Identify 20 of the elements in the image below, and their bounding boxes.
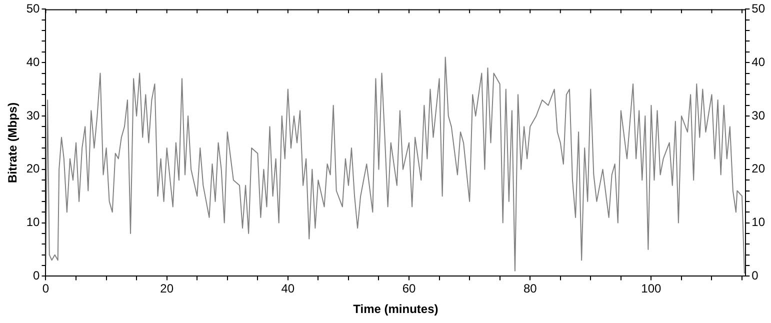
y2-tick-label: 40 bbox=[752, 54, 766, 69]
x-tick-label: 20 bbox=[160, 282, 174, 296]
y2-tick-label: 10 bbox=[752, 215, 766, 230]
x-tick-label: 0 bbox=[42, 282, 50, 296]
x-axis-title: Time (minutes) bbox=[353, 302, 438, 316]
y-tick-label: 0 bbox=[33, 268, 40, 283]
y-tick-label: 40 bbox=[26, 54, 40, 69]
y2-tick-label: 0 bbox=[752, 268, 759, 283]
x-tick-label: 80 bbox=[523, 282, 538, 296]
y2-tick-label: 30 bbox=[752, 108, 766, 122]
y2-tick-label: 50 bbox=[752, 2, 766, 16]
y-tick-label: 20 bbox=[26, 162, 40, 176]
x-tick-label: 40 bbox=[281, 282, 295, 296]
x-tick-label: 100 bbox=[641, 282, 662, 296]
x-tick-label: 60 bbox=[402, 282, 416, 296]
y-tick-label: 50 bbox=[26, 2, 40, 16]
y-tick-label: 10 bbox=[26, 215, 40, 230]
y-axis-title: Bitrate (Mbps) bbox=[6, 102, 20, 184]
y2-tick-label: 20 bbox=[752, 162, 766, 176]
y-tick-label: 30 bbox=[26, 108, 40, 122]
